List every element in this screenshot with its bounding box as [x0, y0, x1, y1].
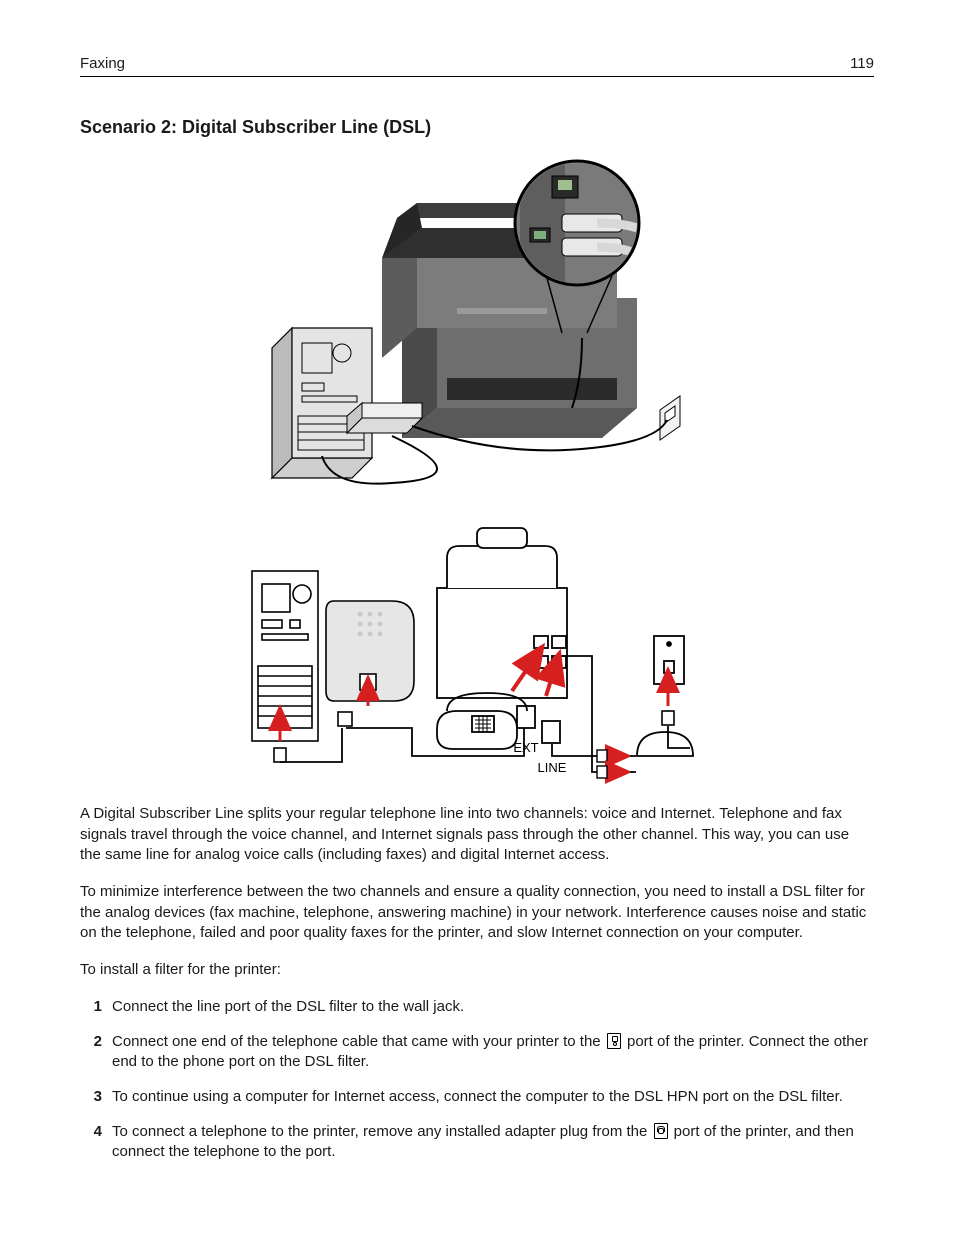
header-page-number: 119 [850, 55, 874, 72]
section-heading: Scenario 2: Digital Subscriber Line (DSL… [80, 117, 874, 138]
figure-photo-block [80, 158, 874, 498]
step-1: Connect the line port of the DSL filter … [86, 997, 874, 1018]
step-2-text: Connect one end of the telephone cable t… [112, 1032, 874, 1073]
figure-schematic: EXT LINE [242, 516, 712, 786]
paragraph-3: To install a filter for the printer: [80, 960, 874, 981]
step-3-text: To continue using a computer for Interne… [112, 1087, 874, 1108]
ext-port-icon [654, 1123, 668, 1139]
label-ext: EXT [513, 740, 538, 755]
step-1-text: Connect the line port of the DSL filter … [112, 997, 874, 1018]
figure-schematic-block: EXT LINE [80, 516, 874, 786]
step-3: To continue using a computer for Interne… [86, 1087, 874, 1108]
paragraph-1: A Digital Subscriber Line splits your re… [80, 804, 874, 866]
step-2: Connect one end of the telephone cable t… [86, 1032, 874, 1073]
step-4: To connect a telephone to the printer, r… [86, 1122, 874, 1163]
page-header: Faxing 119 [80, 55, 874, 77]
header-section: Faxing [80, 55, 125, 72]
label-line: LINE [538, 760, 567, 775]
step-4-text: To connect a telephone to the printer, r… [112, 1122, 874, 1163]
install-steps: Connect the line port of the DSL filter … [80, 997, 874, 1163]
figure-photo [262, 158, 692, 498]
line-port-icon [607, 1033, 621, 1049]
paragraph-2: To minimize interference between the two… [80, 882, 874, 944]
